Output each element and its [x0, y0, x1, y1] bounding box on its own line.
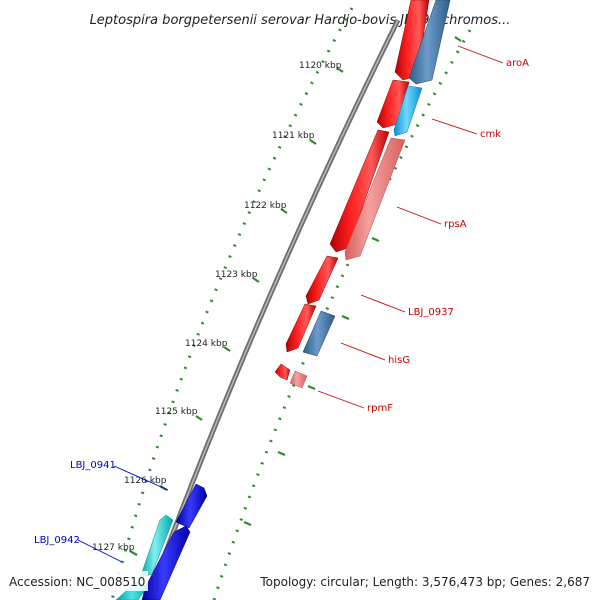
gene-label-hisG: hisG [388, 355, 410, 366]
forward-strand-features [274, 0, 451, 389]
inner-tick-marks [243, 36, 462, 527]
topology-background [258, 571, 596, 591]
gene-feature-red-4 [305, 255, 339, 305]
gene-LBJ_0942 [139, 514, 174, 579]
gene-feature-red-2 [376, 79, 410, 129]
tick-label-1125: 1125 kbp [155, 407, 198, 417]
tick-label-1123: 1123 kbp [215, 270, 258, 280]
tick-label-1127: 1127 kbp [92, 543, 135, 553]
gene-LBJ_0941-part2 [141, 525, 191, 600]
tick-label-1126: 1126 kbp [124, 476, 167, 486]
gene-label-aroA: aroA [506, 58, 529, 69]
gene-rpsA [344, 137, 406, 261]
gene-label-rpsA: rpsA [444, 219, 467, 230]
gene-aroA-outer [408, 0, 451, 85]
reverse-strand-features [115, 483, 208, 600]
accession-background [6, 571, 148, 591]
gene-feature-red-3 [329, 129, 390, 253]
gene-label-cmk: cmk [480, 129, 501, 140]
tick-label-1121: 1121 kbp [272, 131, 315, 141]
tick-label-1120: 1120 kbp [299, 61, 342, 71]
outer-dotted-track [110, 7, 354, 600]
gene-feature-red-5 [285, 303, 317, 353]
tick-label-1124: 1124 kbp [185, 339, 228, 349]
label-leaders [77, 45, 504, 563]
gene-label-LBJ_0941: LBJ_0941 [70, 460, 116, 471]
topology-text: Topology: circular; Length: 3,576,473 bp… [259, 575, 590, 589]
gene-label-LBJ_0942: LBJ_0942 [34, 535, 80, 546]
gene-feature-red-6 [274, 363, 291, 381]
gene-label-rpmF: rpmF [367, 403, 393, 414]
accession-text: Accession: NC_008510 [9, 575, 145, 589]
map-title: Leptospira borgpetersenii serovar Hardjo… [90, 13, 511, 28]
tick-label-1122: 1122 kbp [244, 201, 287, 211]
gene-rpmF [289, 370, 308, 389]
gene-hisG [302, 310, 336, 357]
gene-label-LBJ_0937: LBJ_0937 [408, 307, 454, 318]
gene-cmk [393, 85, 423, 137]
